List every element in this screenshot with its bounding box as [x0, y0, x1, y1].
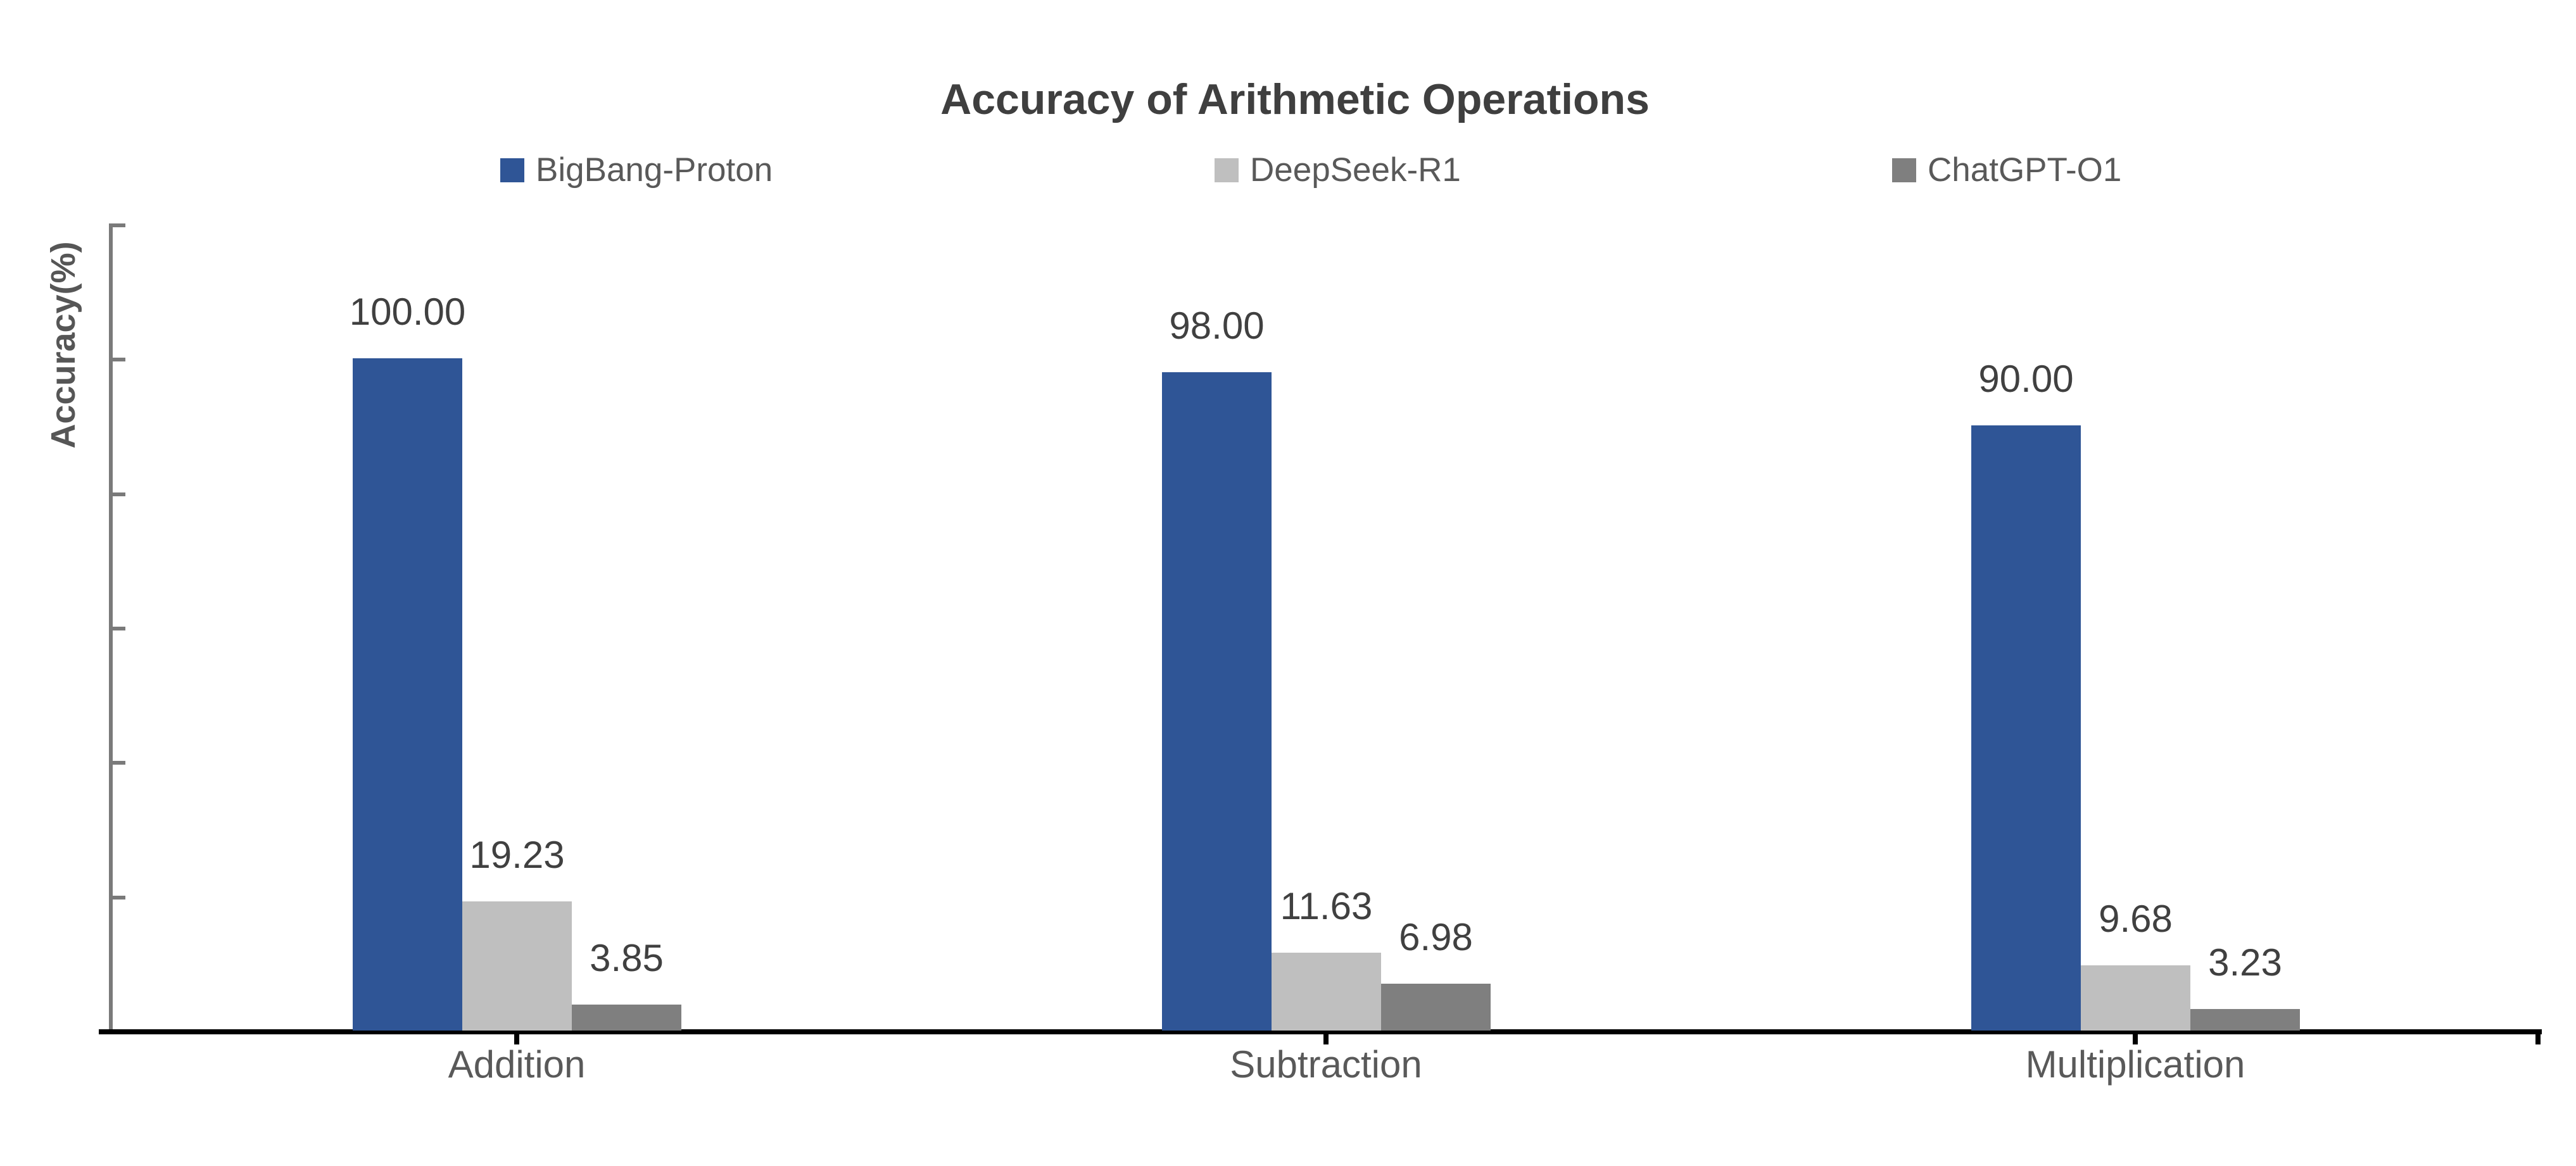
y-axis-tick-80: [109, 492, 125, 496]
bar-bigbang-proton-subtraction: [1162, 372, 1272, 1031]
x-axis-line: [99, 1029, 2542, 1034]
legend-item-bigbang-proton: BigBang-Proton: [500, 151, 773, 189]
legend-swatch-chatgpt-o1-icon: [1892, 158, 1916, 182]
x-axis-tick-subtraction: [1323, 1032, 1329, 1044]
bar-deepseek-r1-multiplication: [2081, 965, 2190, 1031]
bar-bigbang-proton-multiplication: [1971, 425, 2081, 1031]
bar-chatgpt-o1-addition: [572, 1005, 681, 1031]
category-label-subtraction: Subtraction: [1230, 1043, 1422, 1086]
y-axis-tick-40: [109, 761, 125, 765]
category-label-addition: Addition: [448, 1043, 586, 1086]
legend-item-deepseek-r1: DeepSeek-R1: [1215, 151, 1461, 189]
bar-deepseek-r1-addition: [462, 901, 572, 1031]
bar-chatgpt-o1-multiplication: [2190, 1009, 2300, 1031]
legend-label-deepseek-r1: DeepSeek-R1: [1250, 151, 1461, 189]
y-axis-tick-120: [109, 223, 125, 227]
x-axis-tick-addition: [514, 1032, 519, 1044]
y-axis-tick-20: [109, 895, 125, 900]
bar-value-label-bigbang-proton-addition: 100.00: [349, 291, 466, 333]
legend-label-chatgpt-o1: ChatGPT-O1: [1928, 151, 2122, 189]
bar-deepseek-r1-subtraction: [1272, 953, 1381, 1031]
y-axis-tick-100: [109, 358, 125, 362]
bar-value-label-deepseek-r1-subtraction: 11.63: [1280, 885, 1373, 927]
legend-item-chatgpt-o1: ChatGPT-O1: [1892, 151, 2122, 189]
bar-value-label-chatgpt-o1-multiplication: 3.23: [2208, 941, 2282, 984]
bar-value-label-deepseek-r1-addition: 19.23: [469, 834, 565, 876]
bar-chatgpt-o1-subtraction: [1381, 984, 1491, 1031]
bar-value-label-bigbang-proton-subtraction: 98.00: [1169, 304, 1265, 347]
bar-value-label-chatgpt-o1-addition: 3.85: [590, 937, 664, 979]
y-axis-tick-60: [109, 627, 125, 630]
legend-swatch-bigbang-proton-icon: [500, 158, 524, 182]
x-axis-end-tick: [2535, 1032, 2541, 1044]
bar-value-label-deepseek-r1-multiplication: 9.68: [2099, 898, 2173, 940]
chart-title: Accuracy of Arithmetic Operations: [940, 75, 1650, 123]
category-label-multiplication: Multiplication: [2025, 1043, 2245, 1086]
x-axis-tick-multiplication: [2133, 1032, 2138, 1044]
legend-label-bigbang-proton: BigBang-Proton: [536, 151, 773, 189]
bar-bigbang-proton-addition: [353, 358, 462, 1031]
legend-swatch-deepseek-r1-icon: [1215, 158, 1239, 182]
bar-value-label-chatgpt-o1-subtraction: 6.98: [1399, 916, 1473, 958]
y-axis-title: Accuracy(%): [44, 241, 82, 449]
bar-value-label-bigbang-proton-multiplication: 90.00: [1978, 358, 2074, 400]
